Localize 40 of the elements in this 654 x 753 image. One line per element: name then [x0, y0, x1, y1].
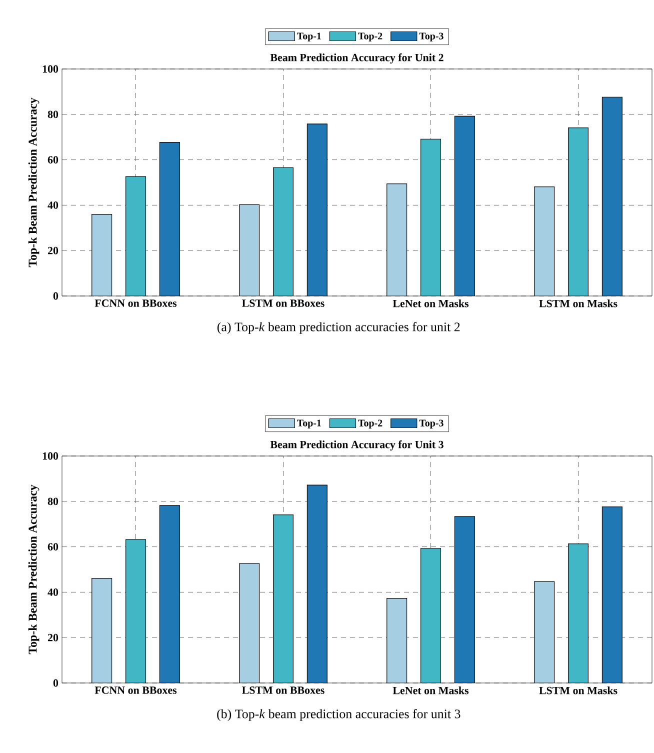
text: (a) Top-k beam prediction accuracies for unit 2	[217, 322, 460, 334]
y-tick-label: 20	[48, 246, 58, 254]
text: (b) Top-k beam prediction accuracies for unit 3	[217, 709, 460, 721]
chart-title: Beam Prediction Accuracy for Unit 3	[270, 440, 444, 450]
y-tick-label: 100	[42, 452, 58, 460]
y-tick-label: 60	[48, 543, 58, 550]
legend-label: Top-1	[297, 420, 321, 428]
y-axis-title: Top-k Beam Prediction Accuracy	[28, 98, 40, 268]
x-tick-label: LSTM on BBoxes	[242, 300, 324, 307]
y-tick-label: 60	[48, 156, 58, 164]
y-tick-label: 80	[48, 110, 58, 118]
legend-label: Top-3	[419, 32, 444, 42]
legend-label: Top-1	[297, 32, 321, 42]
y-tick-label: 40	[48, 202, 58, 209]
y-tick-label: 100	[42, 65, 58, 73]
y-tick-label: 0	[53, 292, 58, 300]
legend-label: Top-2	[358, 420, 382, 428]
chart-title: Beam Prediction Accuracy for Unit 2	[270, 53, 444, 64]
x-tick-label: LSTM on Masks	[539, 300, 618, 308]
bar	[159, 142, 180, 296]
y-tick-label: 40	[48, 588, 58, 596]
y-axis-title: Top-k Beam Prediction Accuracy	[28, 484, 40, 654]
x-tick-label: LeNet on Masks	[392, 300, 469, 308]
bar	[306, 124, 328, 296]
y-tick-label: 80	[48, 498, 58, 506]
x-tick-label: FCNN on BBoxes	[94, 300, 177, 307]
bar	[454, 516, 475, 683]
legend-label: Top-2	[358, 32, 382, 42]
x-tick-label: LSTM on Masks	[539, 686, 618, 694]
bar	[602, 96, 622, 296]
y-tick-label: 20	[48, 634, 58, 642]
x-tick-label: LeNet on Masks	[392, 686, 469, 694]
bar	[159, 505, 180, 683]
x-tick-label: FCNN on BBoxes	[94, 686, 177, 694]
bar	[306, 484, 328, 683]
legend-label: Top-3	[419, 420, 444, 428]
x-tick-label: LSTM on BBoxes	[242, 686, 324, 694]
bar	[454, 116, 475, 296]
bar	[602, 506, 622, 683]
y-tick-label: 0	[53, 679, 58, 687]
